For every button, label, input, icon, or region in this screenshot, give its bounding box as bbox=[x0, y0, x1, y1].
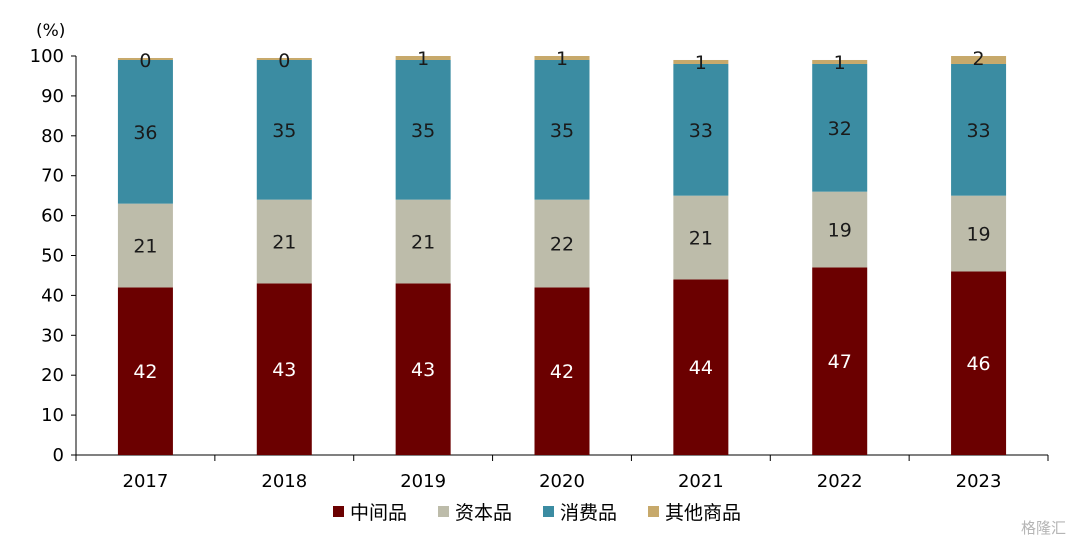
data-label: 43 bbox=[411, 359, 435, 381]
data-label: 22 bbox=[550, 234, 574, 256]
x-tick-label: 2020 bbox=[539, 471, 585, 492]
data-label: 35 bbox=[272, 120, 296, 142]
bar-segment bbox=[395, 56, 451, 60]
bar-segment bbox=[673, 63, 729, 196]
bar-segment bbox=[117, 203, 173, 288]
y-tick-label: 10 bbox=[41, 405, 64, 426]
bar-segment bbox=[951, 271, 1007, 455]
data-label: 46 bbox=[966, 353, 990, 375]
data-label: 19 bbox=[828, 220, 852, 242]
bar-segment bbox=[117, 59, 173, 204]
y-tick-label: 70 bbox=[41, 166, 64, 187]
data-label: 42 bbox=[133, 361, 157, 383]
data-label: 19 bbox=[966, 224, 990, 246]
data-label: 1 bbox=[417, 48, 429, 70]
legend-entry: 资本品 bbox=[455, 502, 512, 524]
y-tick-label: 40 bbox=[41, 285, 64, 306]
y-tick-label: 80 bbox=[41, 126, 64, 147]
y-tick-label: 20 bbox=[41, 365, 64, 386]
y-tick-label: 30 bbox=[41, 325, 64, 346]
bar-segment bbox=[256, 59, 312, 200]
data-label: 21 bbox=[133, 236, 157, 258]
bar-segment bbox=[256, 57, 312, 60]
x-tick-label: 2023 bbox=[956, 471, 1002, 492]
data-label: 47 bbox=[828, 351, 852, 373]
x-tick-label: 2019 bbox=[400, 471, 446, 492]
data-label: 21 bbox=[689, 228, 713, 250]
bar-segment bbox=[534, 56, 590, 60]
legend-entry: 其他商品 bbox=[665, 502, 741, 524]
data-label: 0 bbox=[139, 50, 151, 72]
y-tick-label: 60 bbox=[41, 206, 64, 227]
bar-segment bbox=[117, 57, 173, 60]
bar-segment bbox=[673, 279, 729, 455]
data-label: 42 bbox=[550, 361, 574, 383]
bar-segment bbox=[534, 59, 590, 200]
y-tick-label: 90 bbox=[41, 86, 64, 107]
data-label: 33 bbox=[966, 120, 990, 142]
bar-segment bbox=[812, 191, 868, 268]
bars bbox=[117, 56, 1007, 455]
data-label: 2 bbox=[973, 48, 985, 70]
data-label: 1 bbox=[695, 52, 707, 74]
x-tick-label: 2018 bbox=[261, 471, 307, 492]
bar-segment bbox=[395, 199, 451, 284]
data-label: 33 bbox=[689, 120, 713, 142]
data-label: 44 bbox=[689, 357, 713, 379]
bar-segment bbox=[395, 59, 451, 200]
bar-segment bbox=[951, 195, 1007, 272]
bar-segment bbox=[673, 195, 729, 280]
legend-swatch bbox=[648, 506, 659, 517]
data-label: 1 bbox=[556, 48, 568, 70]
x-tick-label: 2017 bbox=[123, 471, 169, 492]
legend-swatch bbox=[438, 506, 449, 517]
data-label: 35 bbox=[411, 120, 435, 142]
x-tick-label: 2022 bbox=[817, 471, 863, 492]
bar-segment bbox=[812, 63, 868, 192]
data-label: 1 bbox=[834, 52, 846, 74]
data-label: 36 bbox=[133, 122, 157, 144]
bar-segment bbox=[117, 287, 173, 455]
bar-segment bbox=[534, 287, 590, 455]
bar-segment bbox=[951, 63, 1007, 196]
data-label: 21 bbox=[272, 232, 296, 254]
y-tick-label: 50 bbox=[41, 246, 64, 267]
legend: 中间品 资本品 消费品 其他商品 bbox=[333, 502, 741, 524]
bar-segment bbox=[812, 59, 868, 64]
data-label: 0 bbox=[278, 50, 290, 72]
bar-segment bbox=[673, 59, 729, 64]
y-unit-label: (%) bbox=[36, 21, 65, 41]
data-labels: 4221360432135043213514222351442133147193… bbox=[133, 48, 990, 383]
bar-segment bbox=[812, 267, 868, 455]
data-label: 35 bbox=[550, 120, 574, 142]
data-label: 43 bbox=[272, 359, 296, 381]
legend-swatch bbox=[543, 506, 554, 517]
bar-segment bbox=[534, 199, 590, 288]
legend-swatch bbox=[333, 506, 344, 517]
bar-segment bbox=[256, 283, 312, 455]
bar-segment bbox=[256, 199, 312, 284]
bar-segment bbox=[951, 56, 1007, 64]
watermark: 格隆汇 bbox=[1020, 519, 1066, 537]
legend-entry: 消费品 bbox=[560, 502, 617, 524]
data-label: 32 bbox=[828, 118, 852, 140]
y-tick-label: 100 bbox=[30, 46, 64, 67]
y-tick-label: 0 bbox=[53, 445, 64, 466]
data-label: 21 bbox=[411, 232, 435, 254]
bar-segment bbox=[395, 283, 451, 455]
x-tick-label: 2021 bbox=[678, 471, 724, 492]
legend-entry: 中间品 bbox=[350, 502, 407, 524]
